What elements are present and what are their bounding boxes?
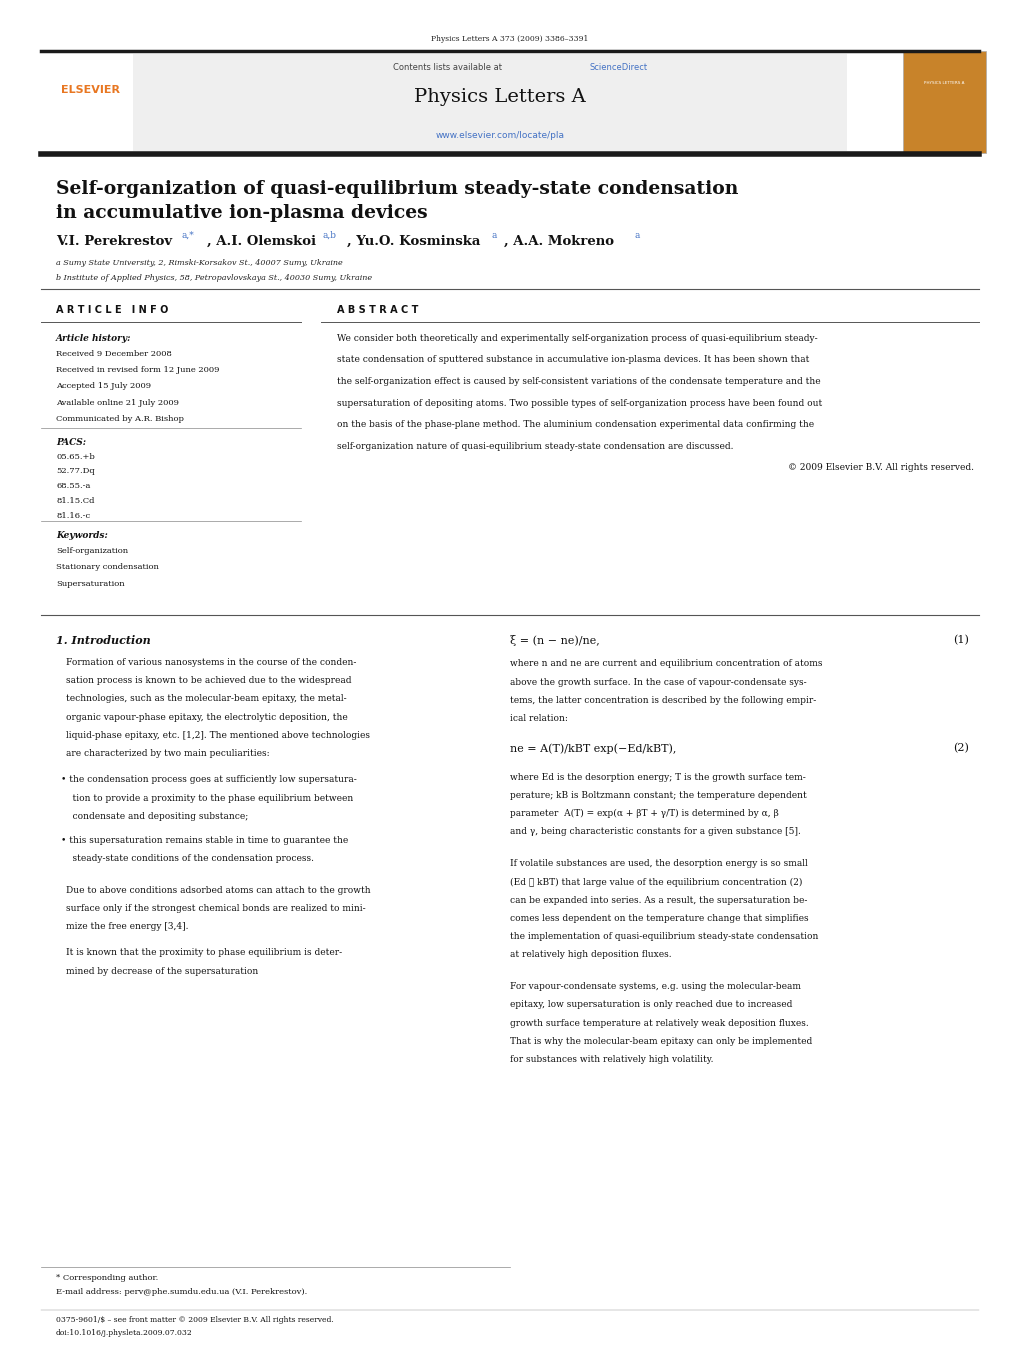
Text: V.I. Perekrestov: V.I. Perekrestov <box>56 235 172 249</box>
Text: the self-organization effect is caused by self-consistent variations of the cond: the self-organization effect is caused b… <box>336 377 819 386</box>
Text: It is known that the proximity to phase equilibrium is deter-: It is known that the proximity to phase … <box>66 948 342 958</box>
Text: ical relation:: ical relation: <box>510 713 568 723</box>
Text: A R T I C L E   I N F O: A R T I C L E I N F O <box>56 305 168 315</box>
Text: www.elsevier.com/locate/pla: www.elsevier.com/locate/pla <box>435 131 564 141</box>
Text: mize the free energy [3,4].: mize the free energy [3,4]. <box>66 923 189 931</box>
Text: Supersaturation: Supersaturation <box>56 580 124 588</box>
Text: , A.A. Mokreno: , A.A. Mokreno <box>503 235 613 249</box>
Text: (1): (1) <box>952 635 968 646</box>
Text: perature; kB is Boltzmann constant; the temperature dependent: perature; kB is Boltzmann constant; the … <box>510 792 806 800</box>
Text: © 2009 Elsevier B.V. All rights reserved.: © 2009 Elsevier B.V. All rights reserved… <box>788 463 973 473</box>
Text: Physics Letters A 373 (2009) 3386–3391: Physics Letters A 373 (2009) 3386–3391 <box>431 35 588 43</box>
Text: the implementation of quasi-equilibrium steady-state condensation: the implementation of quasi-equilibrium … <box>510 932 817 942</box>
Text: If volatile substances are used, the desorption energy is so small: If volatile substances are used, the des… <box>510 859 807 869</box>
Text: and γ, being characteristic constants for a given substance [5].: and γ, being characteristic constants fo… <box>510 827 800 836</box>
Text: are characterized by two main peculiarities:: are characterized by two main peculiarit… <box>66 748 270 758</box>
Text: For vapour-condensate systems, e.g. using the molecular-beam: For vapour-condensate systems, e.g. usin… <box>510 982 800 992</box>
Text: 05.65.+b: 05.65.+b <box>56 453 95 461</box>
Text: ne = A(T)/kBT exp(−Ed/kBT),: ne = A(T)/kBT exp(−Ed/kBT), <box>510 743 676 754</box>
Text: 52.77.Dq: 52.77.Dq <box>56 467 95 476</box>
Text: A B S T R A C T: A B S T R A C T <box>336 305 418 315</box>
Text: epitaxy, low supersaturation is only reached due to increased: epitaxy, low supersaturation is only rea… <box>510 1000 792 1009</box>
Text: • the condensation process goes at sufficiently low supersatura-: • the condensation process goes at suffi… <box>61 775 357 785</box>
Text: comes less dependent on the temperature change that simplifies: comes less dependent on the temperature … <box>510 915 808 923</box>
Text: E-mail address: perv@phe.sumdu.edu.ua (V.I. Perekrestov).: E-mail address: perv@phe.sumdu.edu.ua (V… <box>56 1288 307 1296</box>
Text: can be expanded into series. As a result, the supersaturation be-: can be expanded into series. As a result… <box>510 896 807 905</box>
Text: Received in revised form 12 June 2009: Received in revised form 12 June 2009 <box>56 366 219 374</box>
Text: That is why the molecular-beam epitaxy can only be implemented: That is why the molecular-beam epitaxy c… <box>510 1038 811 1046</box>
Text: 81.15.Cd: 81.15.Cd <box>56 497 95 505</box>
Text: , A.I. Olemskoi: , A.I. Olemskoi <box>207 235 316 249</box>
Text: technologies, such as the molecular-beam epitaxy, the metal-: technologies, such as the molecular-beam… <box>66 694 346 704</box>
Text: 1. Introduction: 1. Introduction <box>56 635 151 646</box>
Text: Article history:: Article history: <box>56 334 131 343</box>
Text: organic vapour-phase epitaxy, the electrolytic deposition, the: organic vapour-phase epitaxy, the electr… <box>66 713 347 721</box>
Text: tion to provide a proximity to the phase equilibrium between: tion to provide a proximity to the phase… <box>61 794 354 802</box>
Text: a: a <box>634 231 639 240</box>
Text: 0375-9601/$ – see front matter © 2009 Elsevier B.V. All rights reserved.: 0375-9601/$ – see front matter © 2009 El… <box>56 1316 333 1324</box>
FancyBboxPatch shape <box>902 51 985 153</box>
Text: Stationary condensation: Stationary condensation <box>56 563 159 571</box>
Text: Communicated by A.R. Bishop: Communicated by A.R. Bishop <box>56 415 183 423</box>
Text: where n and ne are current and equilibrium concentration of atoms: where n and ne are current and equilibri… <box>510 659 821 669</box>
Text: (2): (2) <box>952 743 968 754</box>
Text: self-organization nature of quasi-equilibrium steady-state condensation are disc: self-organization nature of quasi-equili… <box>336 442 733 451</box>
Text: a,*: a,* <box>181 231 194 240</box>
Text: on the basis of the phase-plane method. The aluminium condensation experimental : on the basis of the phase-plane method. … <box>336 420 813 430</box>
Text: a: a <box>491 231 496 240</box>
Text: tems, the latter concentration is described by the following empir-: tems, the latter concentration is descri… <box>510 696 815 705</box>
Text: Formation of various nanosystems in the course of the conden-: Formation of various nanosystems in the … <box>66 658 357 667</box>
Text: Accepted 15 July 2009: Accepted 15 July 2009 <box>56 382 151 390</box>
Text: in accumulative ion-plasma devices: in accumulative ion-plasma devices <box>56 204 427 222</box>
Text: a Sumy State University, 2, Rimski-Korsakov St., 40007 Sumy, Ukraine: a Sumy State University, 2, Rimski-Korsa… <box>56 259 342 267</box>
Text: sation process is known to be achieved due to the widespread: sation process is known to be achieved d… <box>66 677 352 685</box>
Text: Self-organization of quasi-equilibrium steady-state condensation: Self-organization of quasi-equilibrium s… <box>56 180 738 197</box>
Text: for substances with relatively high volatility.: for substances with relatively high vola… <box>510 1055 713 1065</box>
Text: * Corresponding author.: * Corresponding author. <box>56 1274 158 1282</box>
Text: state condensation of sputtered substance in accumulative ion-plasma devices. It: state condensation of sputtered substanc… <box>336 355 808 365</box>
Text: mined by decrease of the supersaturation: mined by decrease of the supersaturation <box>66 967 258 975</box>
Text: 81.16.-c: 81.16.-c <box>56 512 90 520</box>
Text: Available online 21 July 2009: Available online 21 July 2009 <box>56 399 179 407</box>
Text: We consider both theoretically and experimentally self-organization process of q: We consider both theoretically and exper… <box>336 334 816 343</box>
Text: Keywords:: Keywords: <box>56 531 108 540</box>
Text: steady-state conditions of the condensation process.: steady-state conditions of the condensat… <box>61 854 314 863</box>
Text: growth surface temperature at relatively weak deposition fluxes.: growth surface temperature at relatively… <box>510 1019 808 1028</box>
FancyBboxPatch shape <box>132 54 846 151</box>
Text: • this supersaturation remains stable in time to guarantee the: • this supersaturation remains stable in… <box>61 835 348 844</box>
Text: b Institute of Applied Physics, 58, Petropavlovskaya St., 40030 Sumy, Ukraine: b Institute of Applied Physics, 58, Petr… <box>56 274 372 282</box>
Text: surface only if the strongest chemical bonds are realized to mini-: surface only if the strongest chemical b… <box>66 904 366 913</box>
Text: Due to above conditions adsorbed atoms can attach to the growth: Due to above conditions adsorbed atoms c… <box>66 886 371 894</box>
Text: parameter  A(T) = exp(α + βT + γ/T) is determined by α, β: parameter A(T) = exp(α + βT + γ/T) is de… <box>510 809 777 819</box>
Text: supersaturation of depositing atoms. Two possible types of self-organization pro: supersaturation of depositing atoms. Two… <box>336 399 821 408</box>
Text: (Ed ≪ kBT) that large value of the equilibrium concentration (2): (Ed ≪ kBT) that large value of the equil… <box>510 878 802 886</box>
Text: 68.55.-a: 68.55.-a <box>56 482 91 490</box>
Text: a,b: a,b <box>322 231 336 240</box>
Text: Received 9 December 2008: Received 9 December 2008 <box>56 350 172 358</box>
Text: , Yu.O. Kosminska: , Yu.O. Kosminska <box>346 235 480 249</box>
Text: condensate and depositing substance;: condensate and depositing substance; <box>61 812 249 821</box>
Text: where Ed is the desorption energy; T is the growth surface tem-: where Ed is the desorption energy; T is … <box>510 773 805 782</box>
Text: at relatively high deposition fluxes.: at relatively high deposition fluxes. <box>510 951 671 959</box>
Text: doi:10.1016/j.physleta.2009.07.032: doi:10.1016/j.physleta.2009.07.032 <box>56 1329 193 1337</box>
Text: liquid-phase epitaxy, etc. [1,2]. The mentioned above technologies: liquid-phase epitaxy, etc. [1,2]. The me… <box>66 731 370 740</box>
Text: ScienceDirect: ScienceDirect <box>589 63 647 73</box>
Text: Self-organization: Self-organization <box>56 547 128 555</box>
Text: PACS:: PACS: <box>56 438 87 447</box>
Text: PHYSICS LETTERS A: PHYSICS LETTERS A <box>923 81 964 85</box>
Text: above the growth surface. In the case of vapour-condensate sys-: above the growth surface. In the case of… <box>510 678 806 686</box>
Text: Contents lists available at: Contents lists available at <box>392 63 503 73</box>
Text: Physics Letters A: Physics Letters A <box>414 88 585 105</box>
Text: ξ = (n − ne)/ne,: ξ = (n − ne)/ne, <box>510 635 599 646</box>
Text: ELSEVIER: ELSEVIER <box>61 85 120 95</box>
